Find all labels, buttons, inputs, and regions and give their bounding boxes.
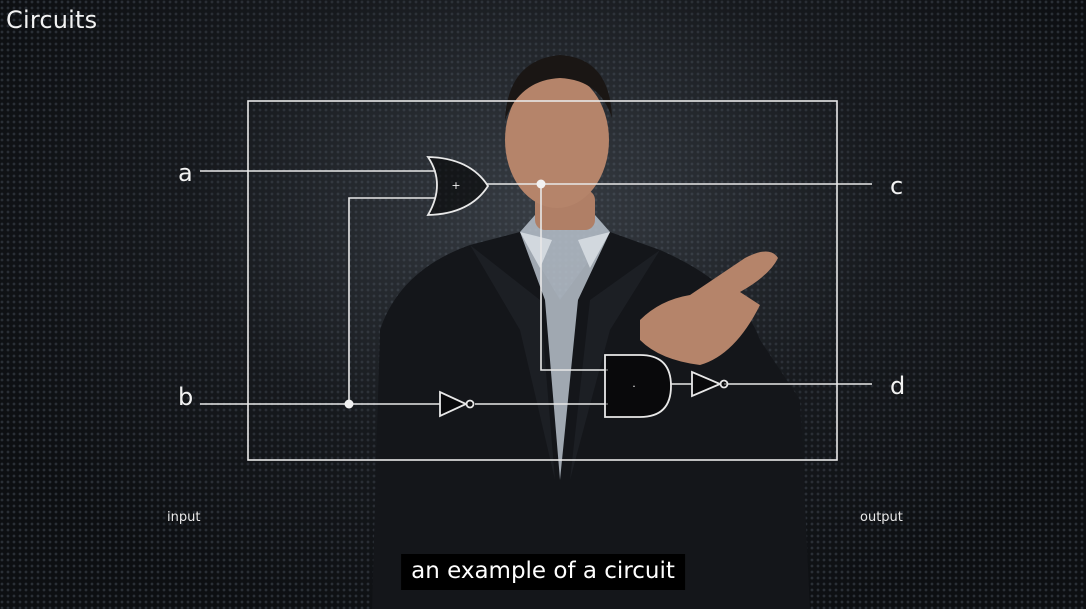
junction-or-output: [536, 179, 546, 189]
output-caption: output: [860, 510, 903, 525]
not-gate-d-bubble: [719, 379, 729, 389]
subtitle-caption: an example of a circuit: [401, 554, 685, 590]
and-gate: [604, 354, 672, 418]
circuit-boundary-box: [247, 100, 838, 461]
or-gate-symbol: +: [451, 179, 460, 192]
input-label-b: b: [178, 383, 193, 411]
wire-b-branch: [348, 197, 436, 404]
output-label-c: c: [890, 172, 903, 200]
not-gate-b: [439, 390, 469, 418]
input-label-a: a: [178, 159, 193, 187]
not-gate-b-bubble: [465, 399, 475, 409]
output-label-d: d: [890, 372, 905, 400]
and-gate-symbol: ·: [632, 380, 636, 393]
not-gate-d: [691, 370, 723, 398]
slide-title: Circuits: [6, 6, 98, 34]
junction-b: [344, 399, 354, 409]
or-gate: [426, 156, 490, 216]
input-caption: input: [167, 510, 200, 525]
wire-or-to-and: [540, 184, 608, 371]
